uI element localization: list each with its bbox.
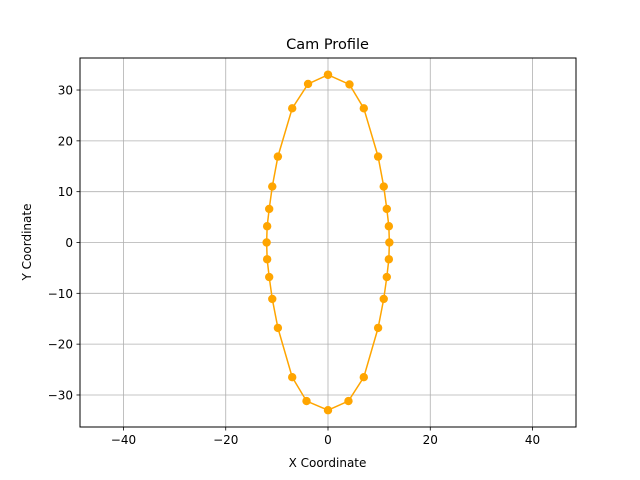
data-point (273, 323, 283, 333)
data-point (382, 272, 392, 282)
y-tick-label: −20 (48, 338, 73, 352)
x-axis-ticks: −40 −20 0 20 40 (111, 427, 540, 447)
data-point (288, 104, 297, 113)
data-point (344, 396, 353, 406)
data-point (385, 238, 394, 247)
data-point (379, 294, 388, 304)
y-axis-label: Y Coordinate (20, 204, 34, 282)
x-tick-label: 0 (324, 433, 332, 447)
x-tick-label: 20 (423, 433, 438, 447)
data-point (264, 204, 274, 214)
y-tick-label: 20 (58, 134, 73, 148)
y-axis-ticks: −30 −20 −10 0 10 20 30 (48, 84, 80, 402)
data-point (323, 70, 333, 79)
data-point (264, 272, 274, 282)
y-tick-label: −30 (48, 388, 73, 402)
data-point (268, 294, 277, 304)
y-tick-label: 10 (58, 185, 73, 199)
data-point (323, 406, 333, 415)
data-point (262, 238, 271, 247)
y-tick-label: 30 (58, 84, 73, 98)
data-point (345, 80, 354, 89)
data-point (384, 222, 394, 231)
data-point (302, 396, 311, 406)
grid-lines (80, 58, 576, 427)
x-tick-label: −20 (213, 433, 238, 447)
data-point (303, 79, 313, 89)
y-tick-label: 0 (65, 236, 73, 250)
data-point (288, 372, 297, 382)
data-point (262, 255, 272, 264)
data-point (382, 204, 392, 214)
y-tick-label: −10 (48, 287, 73, 301)
data-point (379, 182, 388, 191)
x-tick-label: 40 (525, 433, 540, 447)
data-point (262, 222, 272, 231)
chart-title: Cam Profile (286, 37, 369, 53)
data-point (268, 182, 277, 191)
data-point (359, 372, 368, 382)
data-point (384, 255, 394, 264)
x-tick-label: −40 (111, 433, 136, 447)
data-point (373, 323, 383, 333)
x-axis-label: X Coordinate (289, 456, 367, 470)
data-point (359, 104, 368, 113)
data-point (273, 152, 283, 161)
data-point (373, 152, 383, 161)
plot-series (262, 70, 394, 415)
